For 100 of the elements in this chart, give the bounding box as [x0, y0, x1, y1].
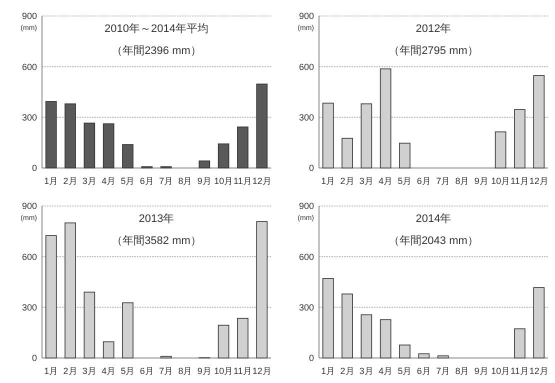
text: 2012年: [416, 23, 452, 35]
bar: [514, 109, 526, 168]
text: （年間2043 mm）: [388, 235, 478, 247]
bar: [102, 123, 114, 168]
bar: [342, 294, 353, 358]
bar: [533, 287, 545, 358]
bar: [45, 101, 57, 168]
x-tick-label: 11月: [510, 176, 529, 186]
y-tick-label: 300: [22, 302, 37, 312]
x-tick-label: 9月: [197, 176, 212, 186]
x-tick-label: 7月: [159, 176, 174, 186]
bar: [533, 75, 545, 168]
bar: [122, 302, 134, 358]
bar: [256, 84, 268, 168]
x-tick-label: 10月: [491, 176, 510, 186]
y-tick-label: 0: [308, 163, 314, 174]
bar: [84, 292, 96, 358]
y-tick-label: 300: [298, 302, 314, 312]
bar: [322, 278, 334, 358]
x-tick-label: 8月: [455, 366, 470, 376]
y-tick-label: 300: [298, 112, 314, 122]
x-tick-label: 1月: [321, 176, 336, 186]
x-tick-label: 5月: [120, 366, 135, 376]
y-tick-label: 0: [308, 353, 314, 364]
x-tick-label: 1月: [321, 366, 336, 376]
x-tick-label: 7月: [436, 366, 450, 376]
bar: [237, 318, 248, 358]
x-tick-label: 4月: [102, 366, 116, 376]
bar: [322, 102, 334, 168]
text: （年間2795 mm）: [388, 45, 478, 57]
x-tick-label: 2月: [63, 366, 78, 376]
x-tick-label: 12月: [252, 366, 272, 376]
y-tick-label: 900: [22, 201, 37, 212]
x-tick-label: 3月: [359, 176, 374, 186]
y-tick-label: 600: [22, 62, 37, 72]
bar: [256, 221, 268, 358]
x-tick-label: 3月: [82, 366, 96, 376]
bar: [418, 353, 430, 358]
y-tick-label: 900: [298, 11, 314, 22]
x-tick-label: 1月: [44, 176, 58, 186]
x-tick-label: 11月: [510, 366, 529, 376]
bar: [218, 143, 230, 168]
bar: [380, 68, 392, 168]
text: 2014年: [416, 213, 452, 225]
bar: [399, 344, 410, 358]
x-tick-label: 3月: [82, 176, 96, 186]
x-tick-label: 5月: [398, 176, 412, 186]
bar: [84, 122, 96, 168]
x-tick-label: 6月: [416, 366, 431, 376]
bar: [494, 131, 506, 168]
bar: [514, 328, 526, 358]
x-tick-label: 8月: [178, 366, 192, 376]
x-tick-label: 2月: [340, 366, 354, 376]
x-tick-label: 11月: [234, 366, 252, 376]
x-tick-label: 4月: [378, 366, 393, 376]
x-tick-label: 10月: [214, 366, 234, 376]
x-tick-label: 10月: [491, 366, 510, 376]
text: （年間3582 mm）: [112, 235, 202, 247]
x-tick-label: 6月: [416, 176, 431, 186]
y-tick-label: 300: [22, 112, 37, 122]
text: （年間2396 mm）: [112, 45, 202, 57]
bar: [360, 314, 372, 358]
bar: [360, 103, 372, 168]
x-tick-label: 12月: [529, 176, 548, 186]
x-tick-label: 4月: [102, 176, 116, 186]
bar: [198, 160, 210, 168]
x-tick-label: 10月: [214, 176, 234, 186]
bar: [122, 144, 134, 168]
x-tick-label: 4月: [378, 176, 393, 186]
y-tick-label: 0: [32, 163, 37, 174]
y-tick-label: 900: [298, 201, 314, 212]
y-tick-label: 0: [32, 353, 37, 364]
bar: [342, 138, 353, 168]
bar: [218, 324, 230, 358]
bar: [399, 142, 410, 168]
bar: [380, 319, 392, 358]
x-tick-label: 6月: [140, 176, 154, 186]
y-tick-label: 600: [298, 252, 314, 262]
y-tick-label: 900: [22, 11, 37, 22]
x-tick-label: 9月: [474, 176, 488, 186]
x-tick-label: 7月: [436, 176, 450, 186]
x-tick-label: 3月: [359, 366, 374, 376]
x-tick-label: 6月: [140, 366, 154, 376]
bar: [45, 235, 57, 358]
x-tick-label: 8月: [455, 176, 470, 186]
bar: [237, 126, 248, 168]
x-tick-label: 2月: [63, 176, 78, 186]
x-tick-label: 12月: [529, 366, 548, 376]
y-tick-label: 600: [298, 62, 314, 72]
bar: [64, 222, 76, 358]
bar: [64, 103, 76, 168]
x-tick-label: 2月: [340, 176, 354, 186]
x-tick-label: 9月: [197, 366, 212, 376]
x-tick-label: 9月: [474, 366, 488, 376]
bar: [102, 341, 114, 358]
y-tick-label: 600: [22, 252, 37, 262]
x-tick-label: 11月: [234, 176, 252, 186]
x-tick-label: 12月: [252, 176, 272, 186]
x-tick-label: 1月: [44, 366, 58, 376]
x-tick-label: 7月: [159, 366, 174, 376]
